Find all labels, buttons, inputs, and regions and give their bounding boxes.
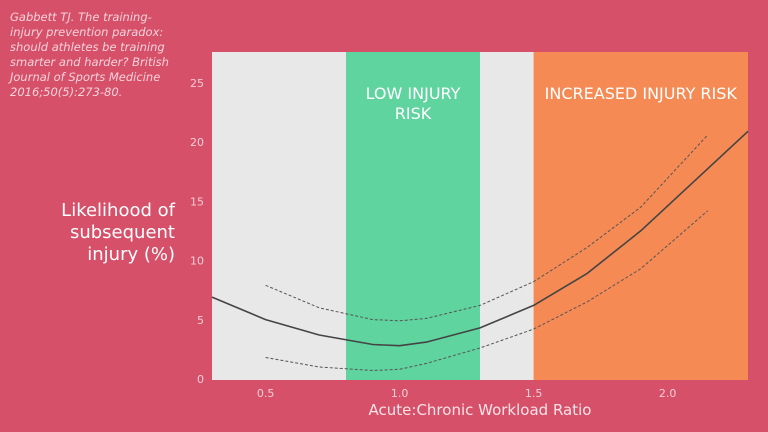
x-tick-label: 1.5	[525, 387, 543, 400]
y-tick-label: 10	[190, 255, 204, 268]
x-axis-label: Acute:Chronic Workload Ratio	[368, 401, 592, 419]
risk-zone	[346, 52, 480, 380]
y-tick-label: 25	[190, 77, 204, 90]
x-tick-label: 1.0	[391, 387, 409, 400]
x-tick-label: 0.5	[257, 387, 275, 400]
confidence-line	[265, 210, 709, 371]
zone-label: INCREASED INJURY RISK	[544, 84, 737, 103]
citation: Gabbett TJ. The training-injury preventi…	[10, 10, 169, 99]
x-tick-label: 2.0	[659, 387, 677, 400]
y-tick-label: 20	[190, 136, 204, 149]
confidence-line	[265, 134, 709, 322]
zone-label: LOW INJURY RISK	[365, 84, 461, 123]
y-tick-label: 15	[190, 195, 204, 208]
y-tick-label: 5	[197, 314, 204, 327]
trend-line	[211, 130, 749, 347]
y-axis-label: Likelihood of subsequent injury (%)	[61, 200, 175, 265]
risk-zone	[533, 52, 748, 380]
y-tick-label: 0	[197, 373, 204, 386]
